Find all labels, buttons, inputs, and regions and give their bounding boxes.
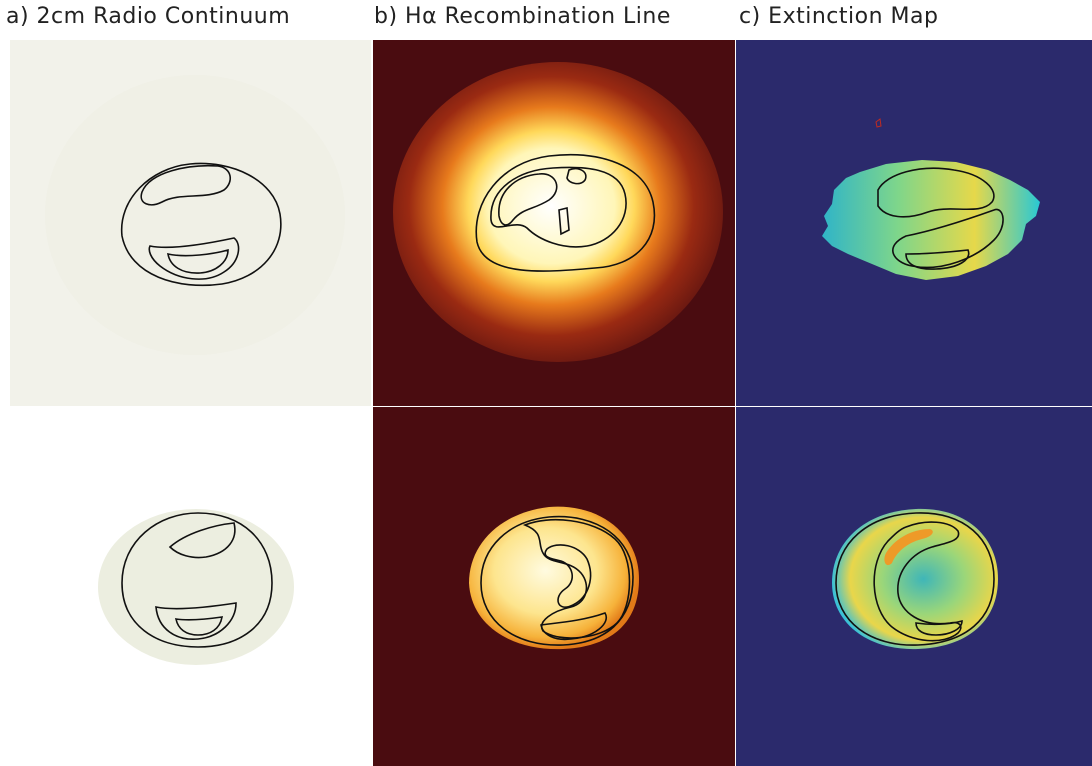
- extinction-observed-image: [736, 40, 1092, 406]
- halpha-model-image: [373, 407, 735, 766]
- panel-b-title: b) Hα Recombination Line: [374, 4, 671, 29]
- radio-continuum-observed-image: [10, 40, 371, 406]
- panel-a-title: a) 2cm Radio Continuum: [6, 4, 291, 29]
- halpha-observed-image: [373, 40, 735, 406]
- radio-continuum-model-image: [10, 407, 371, 766]
- panel-c-title: c) Extinction Map: [739, 4, 939, 29]
- extinction-model-image: [736, 407, 1092, 766]
